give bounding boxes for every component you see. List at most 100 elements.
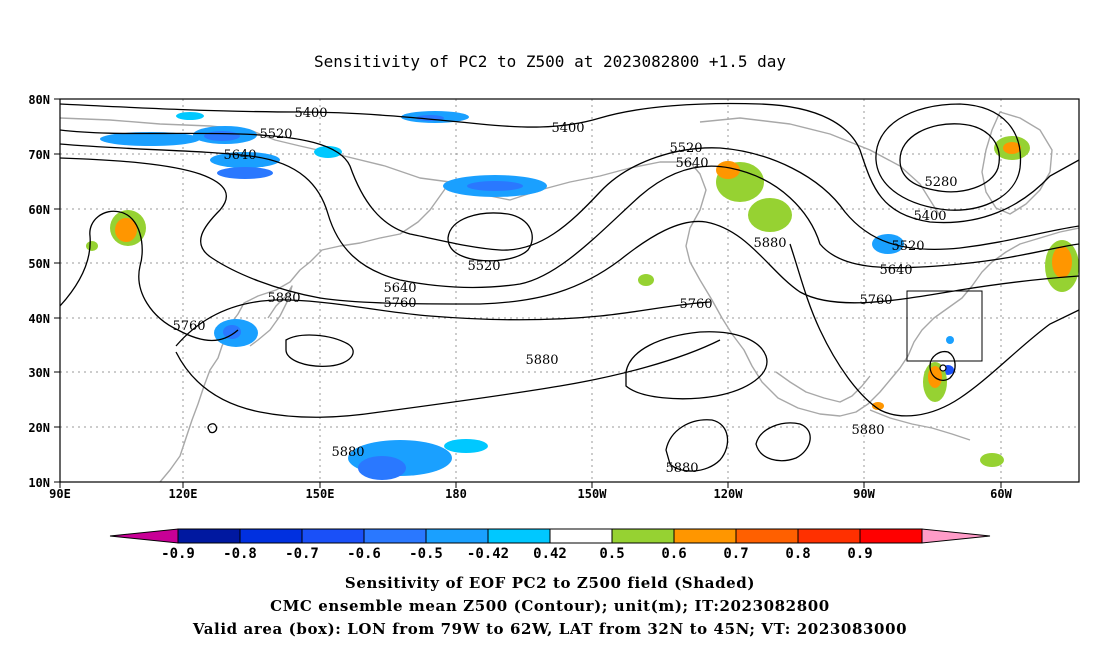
contour-label: 5880 [331,445,364,460]
contour-label: 5640 [383,281,416,296]
colorbar-label: -0.8 [223,546,257,562]
shade-pos-greenland-core [1003,142,1021,154]
shade-neg-arctic-a [176,112,204,120]
lat-label-10n: 10N [28,476,50,490]
contour-5880-caribbean [755,422,811,462]
shade-pos-west-dot [86,241,98,251]
contour-5640 [60,143,1079,289]
lat-label-70n: 70N [28,148,50,162]
colorbar-cells [177,528,923,544]
caption-line-3: Valid area (box): LON from 79W to 62W, L… [192,620,907,638]
contour-label: 5400 [294,106,327,121]
colorbar-label: -0.7 [285,546,319,562]
lon-label-120w: 120W [714,487,744,501]
lat-label-60n: 60N [28,203,50,217]
arctic-islands-coastline [699,117,941,217]
valid-area-box [906,290,983,362]
colorbar-cell [239,528,303,544]
contour-label: 5760 [679,297,712,312]
contour-5400-low [875,103,1022,211]
shaded-sensitivity [86,111,1079,480]
gulf-of-mexico-coastline [775,371,871,403]
lat-label-30n: 30N [28,366,50,380]
shade-neg-bering-core [467,181,523,191]
colorbar-cell [425,528,489,544]
colorbar-high-arrow [921,528,991,544]
colorbar-cell [735,528,799,544]
contour-label: 5520 [669,141,702,156]
shade-neg-japan-core [223,325,241,339]
contour-5880-closed [285,334,354,367]
contour-label: 5520 [467,259,500,274]
contour-label: 5640 [879,263,912,278]
lat-label-50n: 50N [28,257,50,271]
lon-label-150e: 150E [306,487,335,501]
colorbar-cell [859,528,923,544]
shade-pos-gulf-small [872,402,884,410]
map-frame [59,98,1080,483]
shade-pos-gulf-alaska [638,274,654,286]
contour-label: 5520 [259,127,292,142]
colorbar-cell [797,528,861,544]
contour-5880-small-gulf [665,419,729,472]
shade-neg-atlantic-dot [946,336,954,344]
contour-labels: 5400 5520 5640 5400 5520 5640 5280 5400 … [172,106,957,476]
contour-5880-atlantic [789,243,1079,417]
asia-coastline [60,117,451,482]
colorbar-cell [487,528,551,544]
lon-label-150w: 150W [578,487,608,501]
contour-label: 5640 [223,148,256,163]
contour-5280-closed [899,123,1000,193]
shade-pos-w-canada [748,198,792,232]
target-point-marker [939,364,947,372]
lat-label-80n: 80N [28,93,50,107]
z500-contours [60,102,1079,472]
contour-small-circle-atlantic [929,350,956,381]
lon-label-60w: 60W [990,487,1012,501]
contour-label: 5520 [891,239,924,254]
contour-5880-pacific [175,299,711,347]
shade-pos-north-atlantic-core [1052,246,1072,278]
map-panel: 5400 5520 5640 5400 5520 5640 5280 5400 … [28,93,1080,501]
contour-label: 5880 [525,353,558,368]
lon-label-90w: 90W [853,487,875,501]
latitude-tick-labels: 80N 70N 60N 50N 40N 30N 20N 10N [28,93,50,490]
contour-label: 5400 [551,121,584,136]
contour-5520 [60,129,1079,251]
contour-5760-north [60,157,1079,305]
colorbar-label: 0.6 [661,546,686,562]
caribbean-coastline [869,409,971,441]
contour-label: 5760 [383,296,416,311]
shade-neg-siberia-core [204,131,240,141]
colorbar-cell [177,528,241,544]
axis-tick-marks [54,98,1002,488]
colorbar-label: 0.9 [847,546,872,562]
shade-pos-nw-canada-core [716,161,740,179]
contour-small-dot-asia [207,423,218,434]
colorbar-label: -0.42 [467,546,509,562]
contour-5400-west [60,102,1079,224]
greenland-coastline [981,111,1053,215]
colorbar-label: 0.7 [723,546,748,562]
colorbar-label: -0.5 [409,546,443,562]
caption-line-1: Sensitivity of EOF PC2 to Z500 field (Sh… [345,574,755,592]
shade-pos-siberia-west-core [115,218,137,242]
lat-label-20n: 20N [28,421,50,435]
north-america-coastline [454,161,1079,417]
colorbar-cell [673,528,737,544]
colorbar-label: 0.8 [785,546,810,562]
colorbar-label: 0.42 [533,546,567,562]
colorbar-labels: -0.9 -0.8 -0.7 -0.6 -0.5 -0.42 0.42 0.5 0.6 0.7 0.… [161,546,873,562]
colorbar-cell [611,528,675,544]
colorbar-cell [363,528,427,544]
lon-label-180: 180 [445,487,467,501]
shade-neg-okhotsk [210,152,280,168]
colorbar-cell [549,528,613,544]
shade-neg-kamchatka [314,146,342,158]
figure-title: Sensitivity of PC2 to Z500 at 2023082800… [314,52,786,71]
contour-label: 5880 [753,236,786,251]
shade-neg-west-pacific-east [444,439,488,453]
contour-label: 5400 [913,209,946,224]
coastlines [60,111,1079,482]
